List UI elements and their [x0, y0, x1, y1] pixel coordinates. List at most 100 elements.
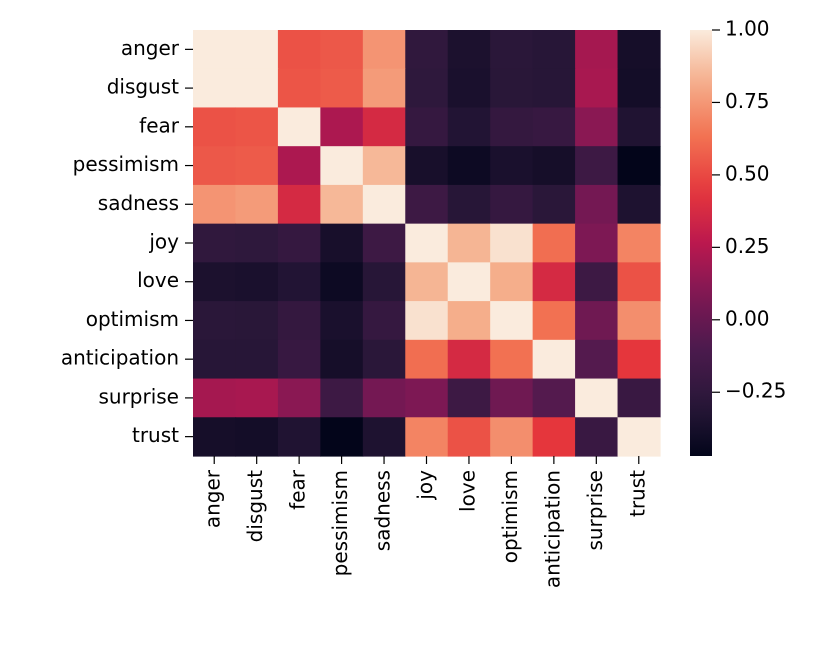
heatmap-cell-trust-anticipation: [532, 417, 576, 457]
heatmap-cell-optimism-disgust: [235, 301, 279, 341]
heatmap-cell-joy-love: [447, 223, 491, 263]
row-label-fear: fear: [139, 113, 180, 137]
heatmap-cell-love-joy: [405, 262, 449, 302]
row-label-disgust: disgust: [107, 75, 179, 99]
heatmap-cell-trust-love: [447, 417, 491, 457]
heatmap-cell-anticipation-love: [447, 339, 491, 380]
column-label-anticipation: anticipation: [540, 470, 564, 588]
column-label-disgust: disgust: [243, 470, 267, 542]
heatmap-cell-surprise-anger: [193, 378, 237, 418]
heatmap-cell-anger-love: [447, 30, 491, 70]
heatmap-cell-sadness-pessimism: [320, 184, 364, 225]
heatmap-cell-pessimism-surprise: [575, 146, 619, 186]
heatmap-cell-sadness-anticipation: [532, 184, 576, 225]
heatmap-cell-trust-pessimism: [320, 417, 364, 457]
heatmap-cell-fear-trust: [617, 107, 661, 147]
column-label-anger: anger: [201, 469, 225, 528]
heatmap-cell-anger-sadness: [362, 30, 406, 70]
heatmap-cell-fear-pessimism: [320, 107, 364, 147]
row-labels: anger disgust fear pessimism sadness joy love o…: [61, 36, 193, 447]
heatmap-cell-disgust-sadness: [362, 68, 406, 109]
heatmap-cell-sadness-fear: [277, 184, 321, 225]
heatmap-cell-anticipation-anger: [193, 339, 237, 380]
heatmap-cell-disgust-optimism: [490, 68, 534, 109]
heatmap-cell-optimism-anger: [193, 301, 237, 341]
colorbar-tick-label: 0.75: [725, 89, 770, 113]
heatmap-cell-fear-anger: [193, 107, 237, 147]
heatmap-cell-disgust-trust: [617, 68, 661, 109]
heatmap-cell-anticipation-trust: [617, 339, 661, 380]
heatmap-cell-anger-fear: [277, 30, 321, 70]
colorbar-tick-label: 0.25: [725, 234, 770, 258]
heatmap-cell-anticipation-disgust: [235, 339, 279, 380]
heatmap-cell-surprise-optimism: [490, 378, 534, 418]
column-labels: anger disgust fear pessimism sadness joy love o…: [201, 456, 649, 588]
column-label-sadness: sadness: [371, 470, 395, 551]
heatmap-cell-pessimism-trust: [617, 146, 661, 186]
heatmap-cell-love-optimism: [490, 262, 534, 302]
heatmap-cell-trust-trust: [617, 417, 661, 457]
heatmap-cell-trust-disgust: [235, 417, 279, 457]
heatmap-cell-love-trust: [617, 262, 661, 302]
heatmap-cell-surprise-pessimism: [320, 378, 364, 418]
heatmap-cell-disgust-love: [447, 68, 491, 109]
colorbar: 1.00 0.75 0.50 0.25 0.00 −0.25: [690, 17, 786, 456]
heatmap-cell-pessimism-anger: [193, 146, 237, 186]
heatmap-cell-optimism-optimism: [490, 301, 534, 341]
heatmap-cell-fear-joy: [405, 107, 449, 147]
heatmap-cell-sadness-disgust: [235, 184, 279, 225]
heatmap-cell-anticipation-anticipation: [532, 339, 576, 380]
heatmap-cell-optimism-fear: [277, 301, 321, 341]
heatmap-cell-surprise-disgust: [235, 378, 279, 418]
row-label-sadness: sadness: [98, 191, 179, 215]
heatmap-cell-pessimism-sadness: [362, 146, 406, 186]
heatmap-cell-optimism-sadness: [362, 301, 406, 341]
heatmap-cell-surprise-fear: [277, 378, 321, 418]
heatmap-cell-surprise-love: [447, 378, 491, 418]
heatmap-cell-trust-optimism: [490, 417, 534, 457]
heatmap-cell-anger-trust: [617, 30, 661, 70]
heatmap-cell-surprise-trust: [617, 378, 661, 418]
heatmap-cell-pessimism-pessimism: [320, 146, 364, 186]
heatmap-cell-fear-surprise: [575, 107, 619, 147]
heatmap-cell-love-sadness: [362, 262, 406, 302]
heatmap-cell-joy-surprise: [575, 223, 619, 263]
row-label-surprise: surprise: [98, 384, 179, 408]
heatmap-cell-surprise-joy: [405, 378, 449, 418]
row-label-love: love: [137, 268, 179, 292]
heatmap-cell-anticipation-optimism: [490, 339, 534, 380]
heatmap-cell-pessimism-love: [447, 146, 491, 186]
heatmap-cell-fear-love: [447, 107, 491, 147]
heatmap-cell-love-anticipation: [532, 262, 576, 302]
heatmap-cell-anger-anger: [193, 30, 237, 70]
heatmap-cell-pessimism-optimism: [490, 146, 534, 186]
heatmap-cell-anger-joy: [405, 30, 449, 70]
heatmap-cell-joy-anticipation: [532, 223, 576, 263]
heatmap-cell-joy-anger: [193, 223, 237, 263]
heatmap-cell-anger-surprise: [575, 30, 619, 70]
heatmap-cell-pessimism-anticipation: [532, 146, 576, 186]
heatmap-cell-trust-fear: [277, 417, 321, 457]
colorbar-tick-label: −0.25: [725, 379, 786, 403]
heatmap-cell-sadness-optimism: [490, 184, 534, 225]
heatmap-cell-love-surprise: [575, 262, 619, 302]
heatmap-cell-surprise-sadness: [362, 378, 406, 418]
heatmap-cell-joy-optimism: [490, 223, 534, 263]
heatmap-cell-joy-disgust: [235, 223, 279, 263]
column-label-trust: trust: [625, 470, 649, 517]
heatmap-cell-anger-disgust: [235, 30, 279, 70]
colorbar-tick-label: 0.00: [725, 306, 770, 330]
row-label-anticipation: anticipation: [61, 346, 179, 370]
heatmap-cell-sadness-surprise: [575, 184, 619, 225]
heatmap-cell-anger-anticipation: [532, 30, 576, 70]
heatmap-cell-sadness-joy: [405, 184, 449, 225]
heatmap-cell-joy-fear: [277, 223, 321, 263]
column-label-joy: joy: [413, 470, 437, 501]
heatmap-cell-fear-optimism: [490, 107, 534, 147]
heatmap-cell-fear-fear: [277, 107, 321, 147]
heatmap-cell-sadness-sadness: [362, 184, 406, 225]
heatmap-cell-pessimism-joy: [405, 146, 449, 186]
heatmap-cell-optimism-love: [447, 301, 491, 341]
heatmap-cell-disgust-anticipation: [532, 68, 576, 109]
heatmap-cell-disgust-anger: [193, 68, 237, 109]
